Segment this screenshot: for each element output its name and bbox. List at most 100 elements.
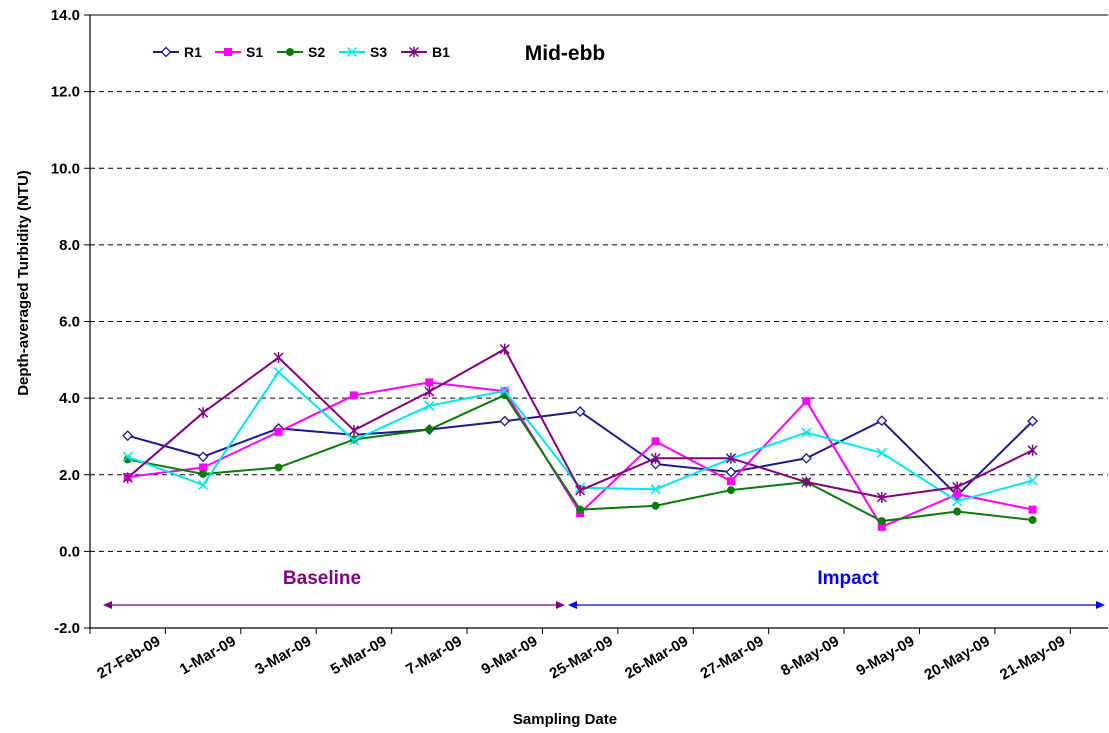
data-point [876, 447, 887, 458]
legend-item-b1: B1 [401, 44, 450, 60]
data-point [952, 481, 963, 493]
data-point [953, 490, 962, 499]
series-line-s1 [127, 381, 1033, 528]
data-point [122, 451, 133, 462]
data-point [725, 466, 737, 478]
data-point [1027, 415, 1039, 427]
data-point [348, 435, 359, 446]
x-tick-label: 27-Feb-09 [94, 633, 163, 683]
series-markers-b1 [122, 343, 1038, 503]
data-point [286, 48, 294, 56]
x-tick-label: 1-Mar-09 [177, 633, 239, 679]
data-point [800, 452, 812, 464]
data-series [122, 343, 1039, 531]
y-tick-labels: 14.0 12.0 10.0 8.0 6.0 4.0 2.0 0.0 -2.0 [51, 7, 80, 637]
arrow-head-left [103, 601, 112, 609]
x-tick-label: 25-Mar-09 [547, 633, 616, 683]
y-axis-title: Depth-averaged Turbidity (NTU) [15, 170, 32, 396]
x-tick-label: 7-Mar-09 [403, 633, 465, 679]
gridlines [90, 91, 1108, 552]
data-point [952, 496, 963, 507]
data-point [1027, 475, 1038, 486]
arrow-head-right [556, 601, 565, 609]
y-tick-label: 4.0 [59, 390, 80, 407]
annotation-baseline: Baseline [103, 568, 565, 609]
legend-item-r1: R1 [153, 44, 202, 60]
y-tick-label: 10.0 [51, 160, 80, 177]
data-point [424, 400, 435, 411]
arrow-head-left [568, 601, 577, 609]
data-point [122, 430, 134, 442]
data-point [576, 505, 585, 514]
data-point [346, 46, 358, 58]
annotation-label: Impact [817, 568, 879, 589]
data-point [274, 463, 283, 472]
chart-title: Mid-ebb [525, 42, 605, 65]
y-tick-label: 2.0 [59, 467, 80, 484]
data-point [348, 424, 359, 436]
data-point [575, 484, 586, 496]
data-point [801, 427, 812, 438]
y-tick-label: 14.0 [51, 7, 80, 24]
annotation-impact: Impact [568, 568, 1105, 609]
data-point [877, 517, 886, 526]
data-point [499, 385, 510, 396]
data-point [650, 458, 661, 470]
x-tick-label: 27-Mar-09 [698, 633, 767, 683]
arrow-head-right [1096, 601, 1105, 609]
data-point [425, 425, 434, 434]
data-point [651, 437, 660, 446]
data-point [650, 452, 661, 464]
legend-item-s3: S3 [339, 44, 387, 60]
data-point [408, 46, 420, 58]
data-point [725, 452, 736, 464]
x-tick-label: 26-Mar-09 [622, 633, 691, 683]
data-point [198, 407, 209, 419]
data-point [574, 406, 586, 417]
x-tick-label: 9-May-09 [853, 633, 917, 680]
data-point [199, 463, 208, 472]
annotation-label: Baseline [283, 568, 361, 589]
series-line-r1 [127, 410, 1034, 497]
data-point [273, 367, 284, 378]
x-tick-label: 8-May-09 [778, 633, 842, 680]
data-point [499, 343, 510, 355]
legend-item-s1: S1 [215, 44, 263, 60]
x-axis-title: Sampling Date [513, 711, 617, 728]
data-point [198, 480, 209, 491]
y-tick-label: 12.0 [51, 84, 80, 101]
legend-label: B1 [432, 44, 450, 60]
x-tick-label: 5-Mar-09 [328, 633, 390, 679]
data-point [1028, 515, 1037, 524]
legend-label: S2 [308, 44, 325, 60]
data-point [726, 486, 735, 495]
data-point [273, 352, 284, 364]
data-point [425, 378, 434, 387]
x-tick-label: 3-Mar-09 [252, 633, 314, 679]
y-tick-label: -2.0 [54, 620, 80, 637]
y-tick-label: 6.0 [59, 314, 80, 331]
y-tick-label: 0.0 [59, 543, 80, 560]
data-point [199, 469, 208, 478]
legend-label: R1 [184, 44, 202, 60]
x-tick-label: 9-Mar-09 [479, 633, 541, 679]
data-point [876, 491, 887, 503]
data-point [499, 415, 511, 427]
data-point [1028, 505, 1037, 514]
axes [84, 14, 1108, 634]
period-annotations: Baseline Impact [103, 568, 1105, 609]
data-point [122, 472, 133, 484]
data-point [1027, 444, 1038, 456]
data-point [953, 507, 962, 516]
y-tick-label: 8.0 [59, 237, 80, 254]
data-point [424, 386, 435, 398]
x-tick-labels: 27-Feb-09 1-Mar-09 3-Mar-09 5-Mar-09 7-Mar-0… [94, 633, 1068, 684]
data-point [651, 501, 660, 510]
data-point [726, 477, 735, 486]
data-point [160, 46, 172, 58]
legend: R1 S1 S2 S3 B1 [153, 44, 450, 60]
data-point [876, 415, 888, 427]
x-tick-label: 20-May-09 [922, 633, 993, 684]
x-tick-label: 21-May-09 [997, 633, 1068, 684]
